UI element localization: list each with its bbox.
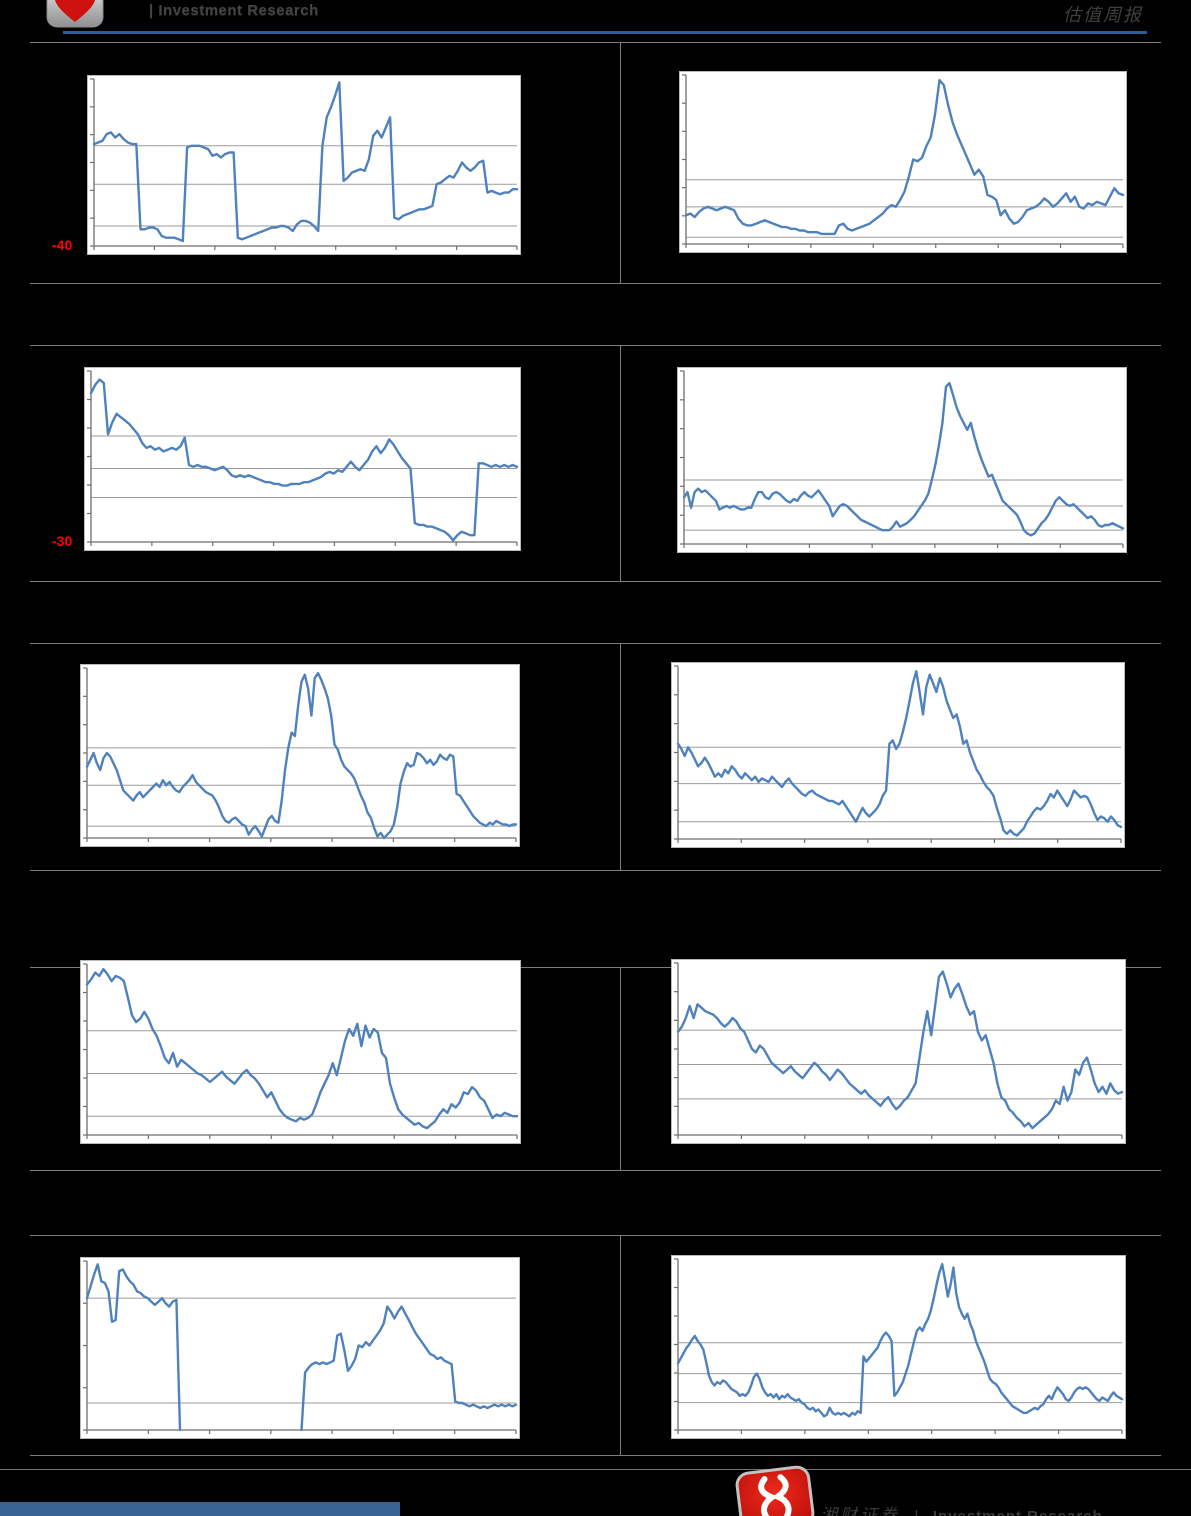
chart-row5-left bbox=[80, 1257, 520, 1439]
y-axis-min-label: -40 bbox=[52, 237, 73, 253]
table-border bbox=[30, 1455, 1161, 1456]
column-divider bbox=[620, 643, 621, 870]
chart-row2-left bbox=[84, 367, 521, 551]
column-divider bbox=[620, 345, 621, 581]
footer-brand-logo-icon bbox=[734, 1464, 817, 1516]
chart-row3-left bbox=[80, 664, 520, 847]
table-border bbox=[30, 643, 1161, 644]
table-border bbox=[30, 1170, 1161, 1171]
chart-row4-right bbox=[671, 959, 1126, 1144]
footer-brand: 湘财证券 | Investment Research bbox=[820, 1501, 1103, 1516]
chart-row4-left bbox=[80, 960, 521, 1144]
column-divider bbox=[620, 42, 621, 283]
footer-rule bbox=[0, 1469, 1191, 1470]
footer-brand-en: Investment Research bbox=[933, 1508, 1103, 1516]
brand-text-label: | Investment Research bbox=[149, 2, 319, 19]
y-axis-min-label: -30 bbox=[52, 533, 73, 549]
chart-row5-right bbox=[671, 1255, 1126, 1439]
table-border bbox=[30, 581, 1161, 582]
chart-row1-right bbox=[679, 71, 1127, 253]
header-rule bbox=[63, 31, 1147, 34]
footer-brand-cn: 湘财证券 bbox=[820, 1506, 900, 1516]
table-border bbox=[30, 42, 1161, 43]
column-divider bbox=[620, 1235, 621, 1455]
brand-heart-logo-icon bbox=[46, 0, 104, 28]
report-type-title: 估值周报 bbox=[1063, 1, 1143, 27]
chart-row2-right bbox=[677, 367, 1127, 553]
footer-accent-bar bbox=[0, 1502, 400, 1516]
footer-brand-divider: | bbox=[914, 1508, 918, 1516]
column-divider bbox=[620, 967, 621, 1170]
table-border bbox=[30, 1235, 1161, 1236]
table-border bbox=[30, 283, 1161, 284]
table-border bbox=[30, 967, 1161, 968]
report-type-label: 估值周报 bbox=[1063, 5, 1143, 25]
chart-row1-left bbox=[87, 75, 521, 255]
brand-text: | Investment Research bbox=[149, 2, 319, 19]
chart-row3-right bbox=[671, 662, 1125, 848]
table-border bbox=[30, 870, 1161, 871]
table-border bbox=[30, 345, 1161, 346]
